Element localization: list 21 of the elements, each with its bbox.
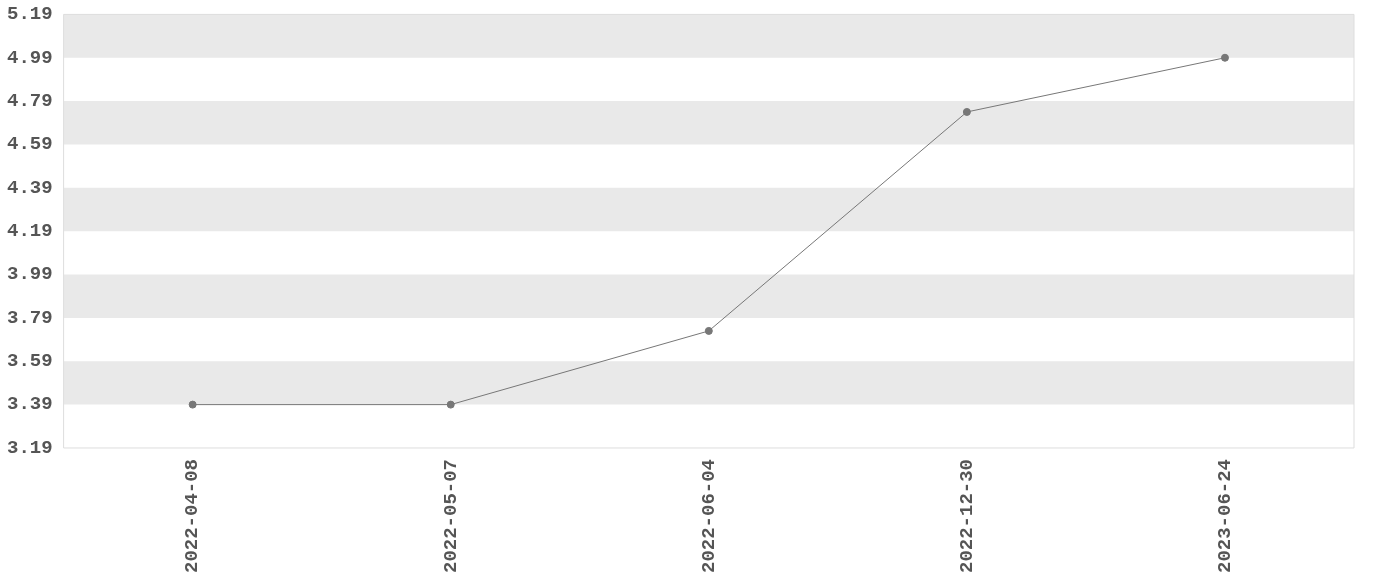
y-tick-label: 5.19 — [7, 3, 53, 26]
x-tick-label: 2022-12-30 — [955, 458, 978, 574]
x-tick-label: 2022-06-04 — [697, 458, 720, 574]
y-tick-label: 4.99 — [7, 46, 53, 69]
point — [962, 107, 971, 116]
x-tick-label: 2022-04-08 — [181, 458, 204, 574]
y-tick-label: 4.79 — [7, 89, 53, 112]
point — [1220, 53, 1229, 62]
x-tick-label: 2022-05-07 — [439, 458, 462, 574]
y-tick-label: 4.39 — [7, 176, 53, 199]
y-tick-label: 4.19 — [7, 219, 53, 242]
point — [188, 400, 197, 409]
y-tick-label: 3.79 — [7, 306, 53, 329]
y-tick-label: 3.19 — [7, 436, 53, 459]
y-tick-label: 3.59 — [7, 350, 53, 373]
x-tick-label: 2023-06-24 — [1213, 458, 1236, 574]
point — [704, 326, 713, 335]
y-tick-label: 3.39 — [7, 393, 53, 416]
y-tick-label: 4.59 — [7, 133, 53, 156]
y-tick-label: 3.99 — [7, 263, 53, 286]
point — [446, 400, 455, 409]
